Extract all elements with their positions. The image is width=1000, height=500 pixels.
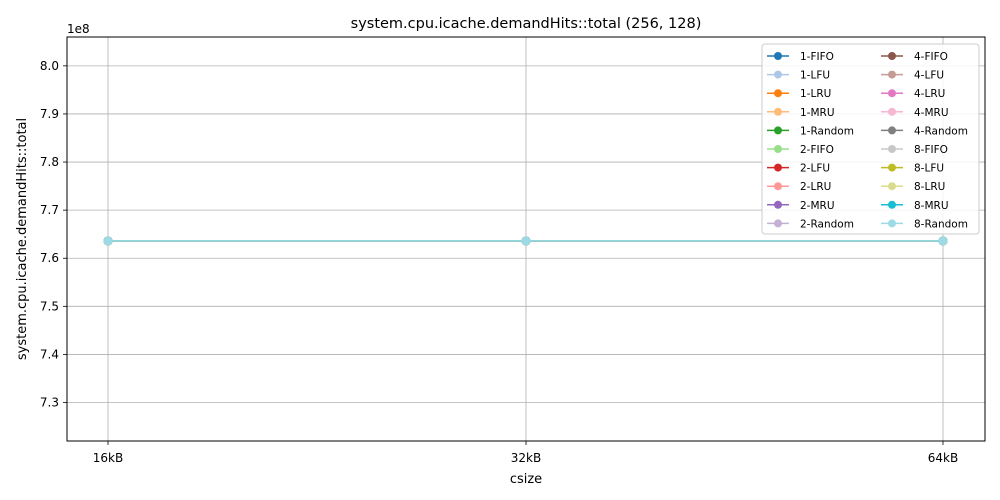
data-point — [521, 236, 531, 246]
legend-item: 2-MRU — [767, 200, 835, 212]
legend-swatch-marker — [774, 163, 782, 172]
legend: 1-FIFO 1-LFU 1-LRU 1-MRU 1-Random 2-FIFO 2-LFU… — [761, 43, 980, 235]
legend-swatch-marker — [774, 107, 782, 116]
legend-label: 1-Random — [800, 125, 854, 137]
y-tick-label: 7.6 — [40, 251, 59, 265]
x-tick-label: 64kB — [928, 451, 958, 465]
legend-label: 4-MRU — [914, 107, 949, 119]
y-tick-label: 7.9 — [40, 107, 59, 121]
legend-swatch-marker — [888, 163, 896, 172]
legend-item: 8-Random — [881, 218, 968, 230]
legend-item: 1-LRU — [767, 88, 831, 100]
data-point — [103, 236, 113, 246]
legend-label: 1-FIFO — [800, 51, 834, 63]
legend-swatch-marker — [888, 126, 896, 135]
legend-label: 1-MRU — [800, 107, 835, 119]
y-tick-label: 7.3 — [40, 396, 59, 410]
legend-label: 4-Random — [914, 125, 968, 137]
data-point — [938, 236, 948, 246]
legend-item: 1-LFU — [767, 70, 830, 82]
legend-item: 8-FIFO — [881, 144, 948, 156]
legend-swatch-marker — [774, 126, 782, 135]
legend-swatch-marker — [888, 70, 896, 79]
x-tick-label: 32kB — [511, 451, 541, 465]
legend-swatch-marker — [888, 107, 896, 116]
legend-swatch-marker — [888, 219, 896, 228]
legend-swatch-marker — [774, 52, 782, 60]
legend-swatch-marker — [888, 200, 896, 209]
legend-swatch-marker — [774, 182, 782, 191]
legend-label: 8-FIFO — [914, 144, 948, 156]
y-tick-label: 7.5 — [40, 299, 59, 313]
legend-swatch-marker — [774, 70, 782, 79]
legend-item: 2-FIFO — [767, 144, 834, 156]
legend-item: 4-MRU — [881, 107, 949, 119]
legend-swatch-marker — [888, 182, 896, 191]
legend-frame — [761, 43, 980, 235]
series-8-Random — [103, 236, 948, 246]
legend-item: 1-FIFO — [767, 51, 834, 63]
legend-swatch-marker — [774, 200, 782, 209]
legend-label: 1-LFU — [800, 70, 830, 82]
legend-label: 4-LFU — [914, 70, 944, 82]
y-tick-label: 7.4 — [40, 347, 59, 361]
legend-item: 8-MRU — [881, 200, 949, 212]
x-axis-label: csize — [510, 472, 542, 487]
legend-label: 2-LFU — [800, 163, 830, 175]
y-tick-label: 7.8 — [40, 155, 59, 169]
y-offset-label: 1e8 — [67, 22, 90, 36]
legend-label: 4-LRU — [914, 88, 945, 100]
legend-item: 1-Random — [767, 125, 854, 137]
y-axis-label: system.cpu.icache.demandHits::total — [15, 118, 30, 360]
legend-label: 2-MRU — [800, 200, 835, 212]
legend-swatch-marker — [774, 89, 782, 98]
legend-label: 8-LFU — [914, 163, 944, 175]
legend-swatch-marker — [888, 89, 896, 98]
legend-item: 2-LRU — [767, 181, 831, 193]
legend-item: 4-LFU — [881, 70, 944, 82]
legend-label: 8-Random — [914, 218, 968, 230]
y-tick-label: 8.0 — [40, 59, 59, 73]
legend-item: 1-MRU — [767, 107, 835, 119]
legend-label: 8-LRU — [914, 181, 945, 193]
legend-label: 4-FIFO — [914, 51, 948, 63]
series-layer — [103, 236, 948, 246]
legend-swatch-marker — [774, 145, 782, 153]
legend-label: 8-MRU — [914, 200, 949, 212]
legend-label: 2-LRU — [800, 181, 831, 193]
legend-item: 2-LFU — [767, 163, 830, 175]
chart-title: system.cpu.icache.demandHits::total (256… — [351, 16, 702, 32]
legend-swatch-marker — [774, 219, 782, 228]
legend-item: 4-LRU — [881, 88, 945, 100]
legend-item: 4-Random — [881, 125, 968, 137]
legend-label: 2-Random — [800, 218, 854, 230]
legend-swatch-marker — [888, 145, 896, 153]
legend-item: 8-LFU — [881, 163, 944, 175]
legend-label: 2-FIFO — [800, 144, 834, 156]
x-tick-label: 16kB — [93, 451, 123, 465]
tick-layer: 7.3 7.4 7.5 7.6 7.7 7.8 7.9 8.0 16kB 32kB 64kB — [40, 59, 958, 465]
legend-item: 2-Random — [767, 218, 854, 230]
legend-item: 8-LRU — [881, 181, 945, 193]
legend-swatch-marker — [888, 52, 896, 60]
legend-label: 1-LRU — [800, 88, 831, 100]
legend-item: 4-FIFO — [881, 51, 948, 63]
y-tick-label: 7.7 — [40, 203, 59, 217]
